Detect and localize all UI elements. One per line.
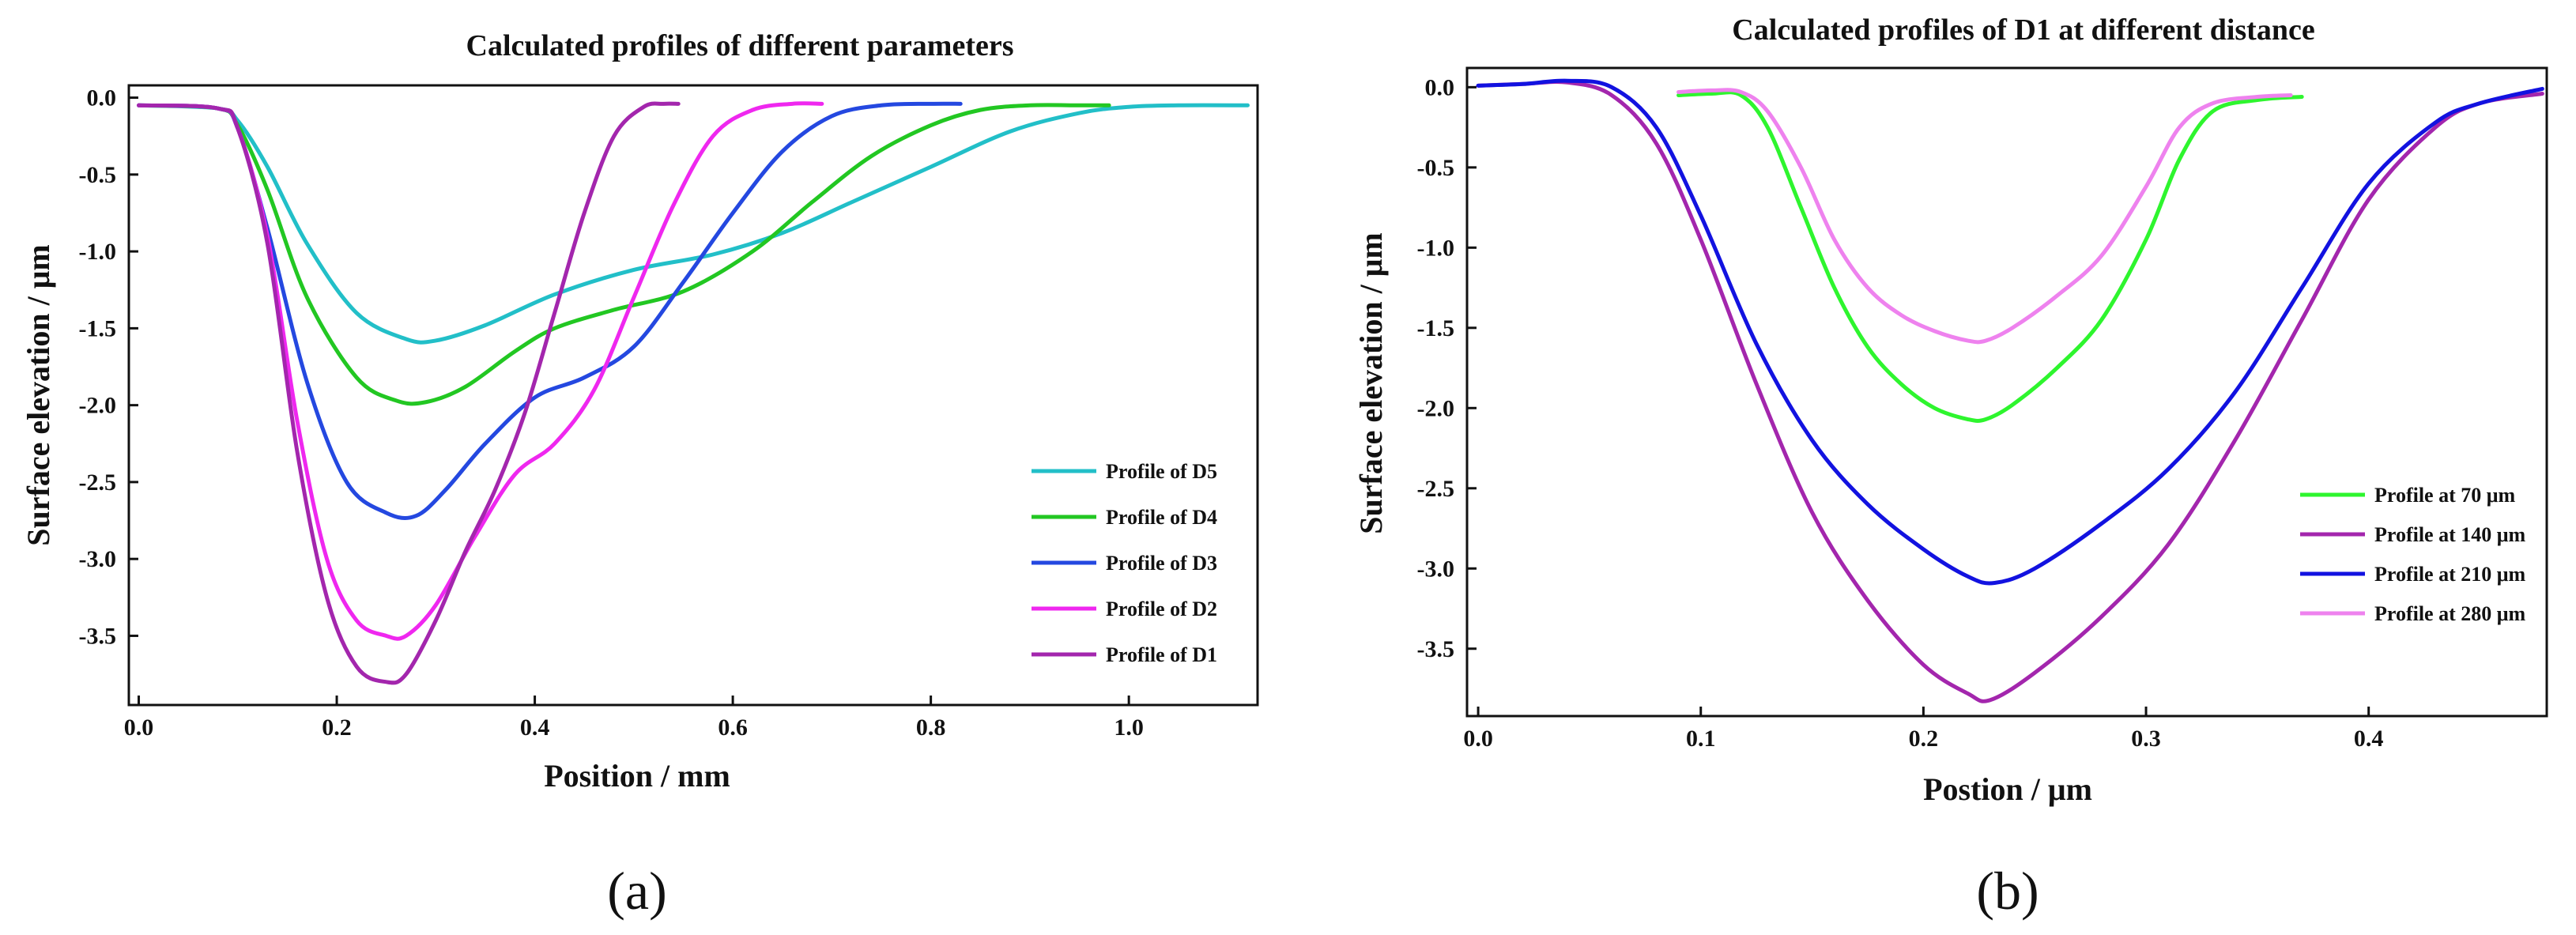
chart-a-ytick-label: -2.0: [79, 393, 117, 419]
chart-a-panel-label: (a): [607, 861, 666, 921]
chart-b-series-profile-at-140-m: [1476, 79, 2544, 703]
chart-b-xlabel: Postion / μm: [1923, 771, 2092, 807]
chart-a-frame: [127, 84, 1259, 707]
chart-a-legend-label: Profile of D2: [1106, 598, 1217, 620]
chart-a-series-profile-of-d2: [137, 101, 824, 641]
chart-a-xtick-label: 0.6: [718, 714, 748, 741]
chart-b: Calculated profiles of D1 at different d…: [1353, 13, 2548, 921]
chart-b-legend: Profile at 70 μm Profile at 140 μm Profile…: [2300, 484, 2525, 625]
chart-b-ytick-label: -3.0: [1417, 556, 1455, 582]
chart-b-ytick-label: -0.5: [1417, 155, 1455, 181]
chart-b-legend-label: Profile at 70 μm: [2374, 484, 2515, 507]
chart-a-ytick-label: -0.5: [79, 162, 117, 188]
chart-a-xtick-label: 0.4: [520, 714, 550, 741]
chart-a-ytick-label: -3.5: [79, 623, 117, 649]
chart-a-ytick-label: -2.5: [79, 469, 117, 496]
chart-b-xtick-label: 0.1: [1686, 726, 1716, 752]
chart-a: Calculated profiles of different paramet…: [21, 29, 1259, 921]
chart-b-xtick-label: 0.2: [1909, 726, 1939, 752]
chart-a-series-profile-of-d4: [137, 103, 1111, 406]
chart-a-ticks: 0.0 0.2 0.4 0.6 0.8 1.0 0.0 -0.5 -1.0 -1.5 -2.0 -2.…: [79, 85, 1144, 741]
chart-a-xtick-label: 0.8: [916, 714, 946, 741]
chart-a-legend-label: Profile of D1: [1106, 643, 1217, 666]
chart-a-series-profile-of-d3: [137, 101, 963, 520]
chart-b-ytick-label: -1.0: [1417, 235, 1455, 261]
chart-a-legend-label: Profile of D5: [1106, 460, 1217, 483]
chart-b-ytick-label: 0.0: [1425, 74, 1455, 100]
chart-a-series-profile-of-d1: [137, 101, 681, 685]
chart-a-xtick-label: 0.2: [322, 714, 352, 741]
chart-b-xtick-label: 0.4: [2354, 726, 2384, 752]
chart-b-series-profile-at-210-m: [1476, 78, 2544, 586]
chart-b-xtick-label: 0.3: [2131, 726, 2161, 752]
chart-a-xlabel: Position / mm: [544, 758, 730, 794]
chart-b-xtick-label: 0.0: [1463, 726, 1493, 752]
chart-a-ylabel: Surface elevation / μm: [21, 244, 56, 545]
chart-a-legend-label: Profile of D3: [1106, 552, 1217, 575]
chart-b-legend-label: Profile at 280 μm: [2374, 602, 2525, 625]
chart-a-legend-label: Profile of D4: [1106, 506, 1217, 529]
chart-a-ytick-label: -1.0: [79, 239, 117, 265]
chart-b-legend-label: Profile at 210 μm: [2374, 563, 2525, 586]
chart-a-legend: Profile of D5 Profile of D4 Profile of D3 P…: [1032, 460, 1217, 666]
chart-b-series: [1476, 78, 2544, 703]
chart-a-series: [137, 101, 1250, 685]
chart-b-series-profile-at-70-m: [1676, 90, 2304, 424]
chart-a-xtick-label: 0.0: [124, 714, 154, 741]
chart-b-ylabel: Surface elevation / μm: [1353, 232, 1389, 533]
chart-b-title: Calculated profiles of D1 at different d…: [1732, 13, 2314, 47]
chart-a-xtick-label: 1.0: [1114, 714, 1144, 741]
chart-a-series-profile-of-d5: [137, 103, 1250, 345]
chart-b-frame: [1465, 66, 2548, 718]
chart-b-ytick-label: -3.5: [1417, 636, 1455, 662]
chart-b-ytick-label: -2.0: [1417, 395, 1455, 421]
chart-b-panel-label: (b): [1976, 861, 2039, 921]
chart-b-ticks: 0.0 0.1 0.2 0.3 0.4 0.0 -0.5 -1.0 -1.5 -2.0 -2.5 -3…: [1417, 74, 2384, 752]
chart-b-ytick-label: -1.5: [1417, 315, 1455, 341]
chart-a-ytick-label: 0.0: [87, 85, 117, 111]
chart-b-ytick-label: -2.5: [1417, 476, 1455, 502]
chart-b-legend-label: Profile at 140 μm: [2374, 523, 2525, 546]
chart-a-title: Calculated profiles of different paramet…: [466, 29, 1014, 62]
chart-a-ytick-label: -1.5: [79, 315, 117, 341]
chart-a-ytick-label: -3.0: [79, 546, 117, 572]
chart-b-series-profile-at-280-m: [1676, 88, 2293, 345]
